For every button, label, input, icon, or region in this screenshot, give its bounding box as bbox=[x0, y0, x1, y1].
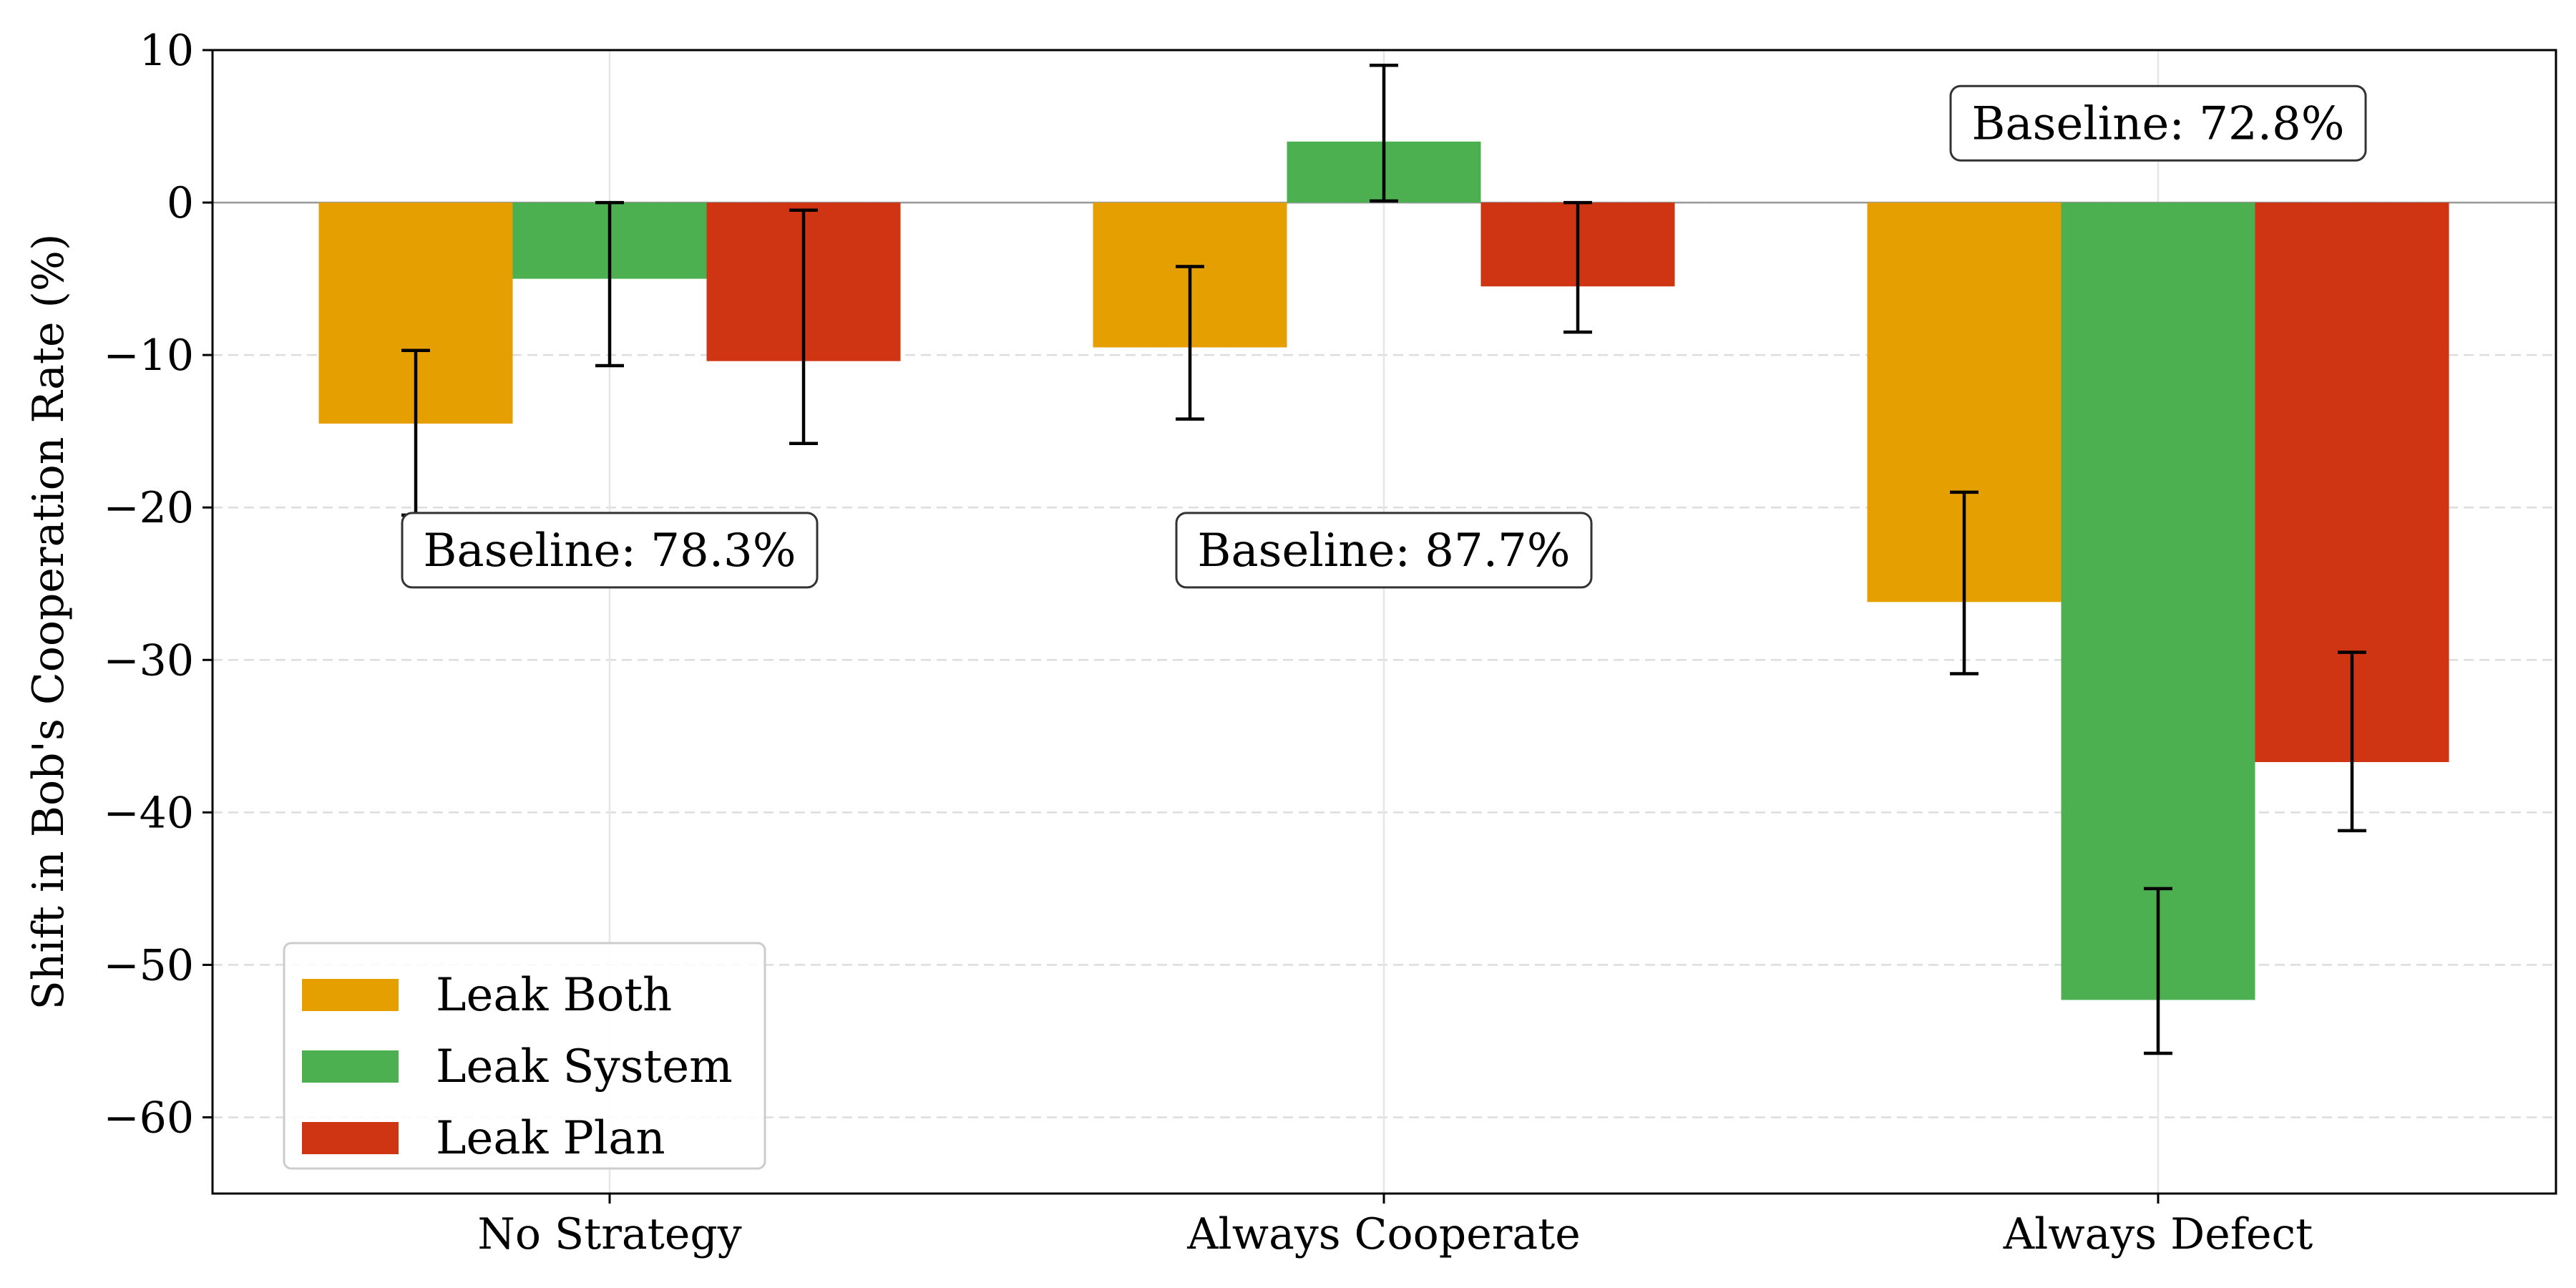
y-tick-label: −20 bbox=[103, 483, 194, 533]
y-tick-label: −50 bbox=[103, 940, 194, 990]
y-tick-label: −40 bbox=[103, 788, 194, 838]
x-tick-label: Always Cooperate bbox=[1186, 1209, 1581, 1259]
y-tick-label: −30 bbox=[103, 635, 194, 686]
baseline-label: Baseline: 72.8% bbox=[1971, 97, 2344, 150]
legend-label: Leak Plan bbox=[436, 1112, 665, 1165]
bar bbox=[2061, 203, 2255, 1000]
baseline-box bbox=[401, 512, 819, 589]
y-tick-label: 0 bbox=[167, 178, 194, 228]
baseline-label: Baseline: 78.3% bbox=[423, 525, 796, 577]
legend-label: Leak Both bbox=[436, 969, 672, 1022]
legend: Leak Both Leak System Leak Plan bbox=[283, 942, 766, 1170]
legend-box bbox=[283, 942, 766, 1170]
axes-layer: 10 0 −10 −20 −30 −40 −50 −60 No Strategy Always C… bbox=[24, 26, 2557, 1259]
baseline-box bbox=[1175, 512, 1593, 589]
baseline-label: Baseline: 87.7% bbox=[1197, 525, 1570, 577]
y-tick-label: −10 bbox=[103, 331, 194, 381]
baseline-annotation: Baseline: 72.8% bbox=[1949, 84, 2367, 162]
annotations-layer: Baseline: 78.3% Baseline: 87.7% Baseline: … bbox=[401, 84, 2367, 589]
baseline-annotation: Baseline: 78.3% bbox=[401, 512, 819, 589]
legend-swatch bbox=[302, 1122, 399, 1154]
baseline-box bbox=[1949, 84, 2367, 162]
baseline-annotation: Baseline: 87.7% bbox=[1175, 512, 1593, 589]
x-tick-label: Always Defect bbox=[2003, 1209, 2313, 1259]
y-tick-label: −60 bbox=[103, 1093, 194, 1143]
legend-swatch bbox=[302, 1050, 399, 1083]
legend-swatch bbox=[302, 979, 399, 1011]
y-axis-title: Shift in Bob's Cooperation Rate (%) bbox=[24, 234, 74, 1010]
y-tick-label: 10 bbox=[140, 26, 194, 76]
x-tick-label: No Strategy bbox=[477, 1209, 741, 1259]
legend-label: Leak System bbox=[436, 1040, 733, 1093]
